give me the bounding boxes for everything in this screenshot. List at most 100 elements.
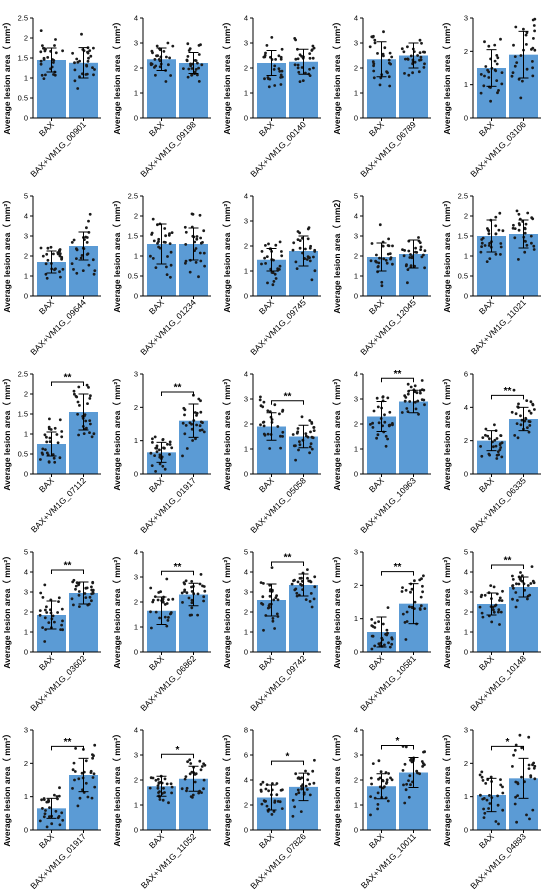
data-point <box>531 808 535 812</box>
y-tick-label: 0 <box>464 648 468 657</box>
y-tick-label: 3 <box>244 39 248 48</box>
data-point <box>272 68 276 71</box>
data-point <box>202 599 206 603</box>
data-point <box>155 446 159 450</box>
data-point <box>529 411 533 415</box>
data-point <box>495 457 499 460</box>
data-point <box>530 241 533 245</box>
data-point <box>190 613 194 617</box>
data-point <box>157 781 161 785</box>
data-point <box>387 75 391 79</box>
data-point <box>151 441 154 444</box>
y-tick-label: 0.5 <box>18 94 28 103</box>
y-tick-label: 0.5 <box>458 272 468 281</box>
data-point <box>406 281 409 285</box>
data-point <box>517 212 521 216</box>
data-point <box>478 773 482 777</box>
data-point <box>517 402 520 406</box>
significance-bracket <box>381 745 414 750</box>
data-point <box>525 67 529 71</box>
data-point <box>60 430 64 433</box>
x-tick-label: BAX+VM1G_03602 <box>28 653 88 713</box>
data-point <box>260 262 263 266</box>
y-tick-label: 0 <box>464 826 468 835</box>
data-point <box>184 243 188 246</box>
data-point <box>180 787 184 791</box>
data-point <box>187 67 191 71</box>
data-point <box>45 435 48 439</box>
data-point <box>272 258 275 262</box>
data-point <box>199 399 202 403</box>
data-point <box>92 772 96 776</box>
x-tick-label: BAX <box>257 475 276 494</box>
y-tick-label: 4 <box>134 548 138 557</box>
y-tick-label: 2 <box>24 252 28 261</box>
data-point <box>258 398 262 402</box>
data-point <box>405 782 408 786</box>
data-point <box>511 71 515 74</box>
data-point <box>52 61 55 64</box>
data-point <box>266 76 270 79</box>
data-point <box>186 42 190 46</box>
data-point <box>499 245 503 249</box>
data-point <box>184 259 188 263</box>
data-point <box>153 595 157 598</box>
data-point <box>92 73 95 77</box>
x-tick-label: BAX <box>477 119 496 138</box>
data-point <box>276 267 280 270</box>
data-point <box>411 71 414 75</box>
data-point <box>61 619 64 623</box>
data-point <box>158 48 162 52</box>
data-point <box>370 782 373 786</box>
data-point <box>260 250 264 253</box>
data-point <box>498 596 502 600</box>
data-point <box>47 460 51 464</box>
data-point <box>268 594 272 598</box>
data-point <box>306 237 310 241</box>
data-point <box>525 399 529 402</box>
data-point <box>161 438 165 442</box>
y-axis-label: Average lesion area（ mm²） <box>442 17 452 134</box>
data-point <box>400 47 404 51</box>
data-point <box>200 791 203 794</box>
data-point <box>166 442 169 446</box>
data-point <box>154 610 158 614</box>
data-point <box>406 392 410 396</box>
data-point <box>46 258 50 262</box>
data-point <box>186 75 190 79</box>
y-tick-label: 2.5 <box>18 14 28 23</box>
data-point <box>45 605 48 609</box>
data-point <box>168 440 172 444</box>
data-point <box>500 441 504 445</box>
data-point <box>41 447 45 451</box>
data-point <box>90 435 94 439</box>
data-point <box>199 768 203 772</box>
data-point <box>48 417 51 421</box>
data-point <box>201 241 204 244</box>
x-tick-label: BAX <box>367 653 386 672</box>
y-tick-label: 2 <box>464 436 468 445</box>
data-point <box>311 436 315 440</box>
data-point <box>92 272 96 276</box>
data-point <box>494 224 498 228</box>
significance-label: * <box>176 745 180 756</box>
data-point <box>297 776 301 779</box>
data-point <box>388 410 392 414</box>
data-point <box>527 767 531 770</box>
data-point <box>169 74 173 77</box>
data-point <box>270 566 274 569</box>
data-point <box>420 255 424 259</box>
data-point <box>161 464 165 468</box>
data-point <box>166 41 170 45</box>
x-tick-label: BAX <box>257 831 276 850</box>
data-point <box>61 818 65 822</box>
data-point <box>170 785 174 789</box>
data-point <box>419 604 423 608</box>
data-point <box>416 771 419 775</box>
data-point <box>390 55 394 59</box>
